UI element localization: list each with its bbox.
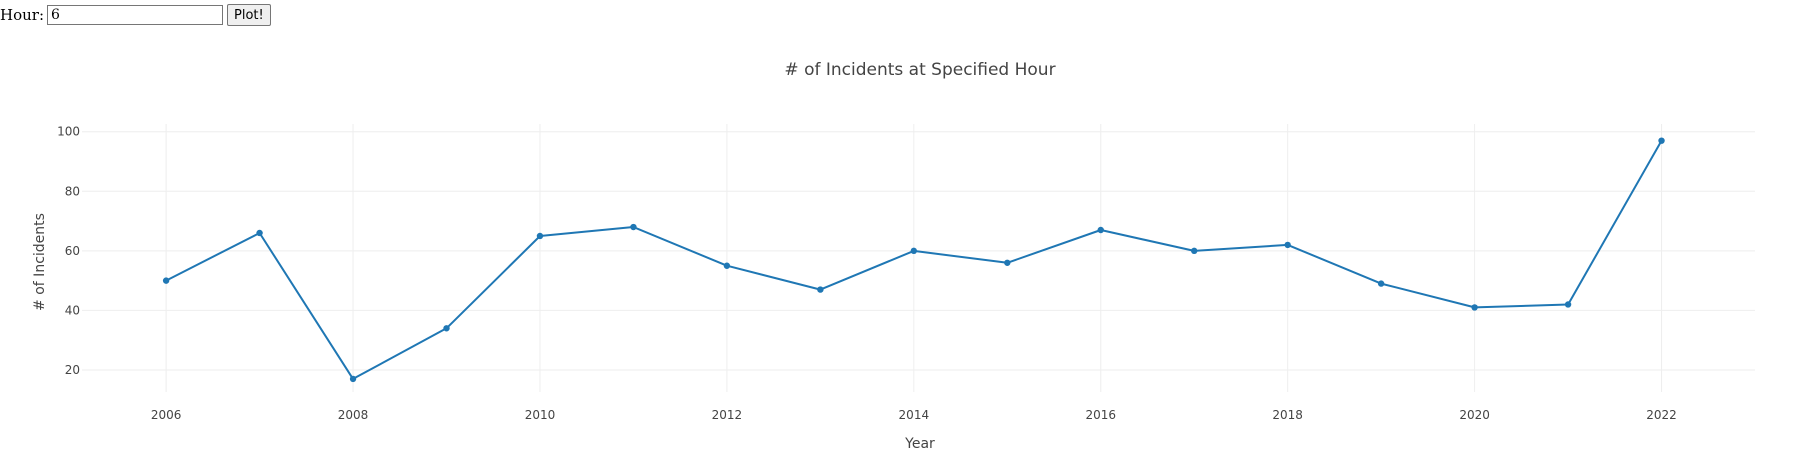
grid	[82, 124, 1755, 392]
y-tick-label: 40	[65, 303, 80, 317]
data-point[interactable]	[1471, 304, 1478, 311]
chart-title: # of Incidents at Specified Hour	[784, 60, 1055, 80]
data-point[interactable]	[1284, 241, 1291, 249]
hour-controls: Hour: Plot!	[0, 4, 271, 26]
x-axis-title: Year	[904, 436, 935, 452]
data-point[interactable]	[162, 277, 170, 284]
x-tick-label: 2006	[151, 408, 182, 422]
series-layer	[162, 137, 1665, 383]
data-point[interactable]	[723, 262, 731, 269]
plot-button[interactable]: Plot!	[227, 4, 271, 26]
x-tick-label: 2022	[1646, 408, 1677, 422]
x-tick-label: 2010	[525, 408, 556, 422]
x-tick-label: 2012	[712, 408, 743, 422]
data-point[interactable]	[1658, 137, 1665, 144]
x-tick-label: 2008	[338, 408, 369, 422]
y-tick-label: 20	[65, 363, 80, 377]
data-point[interactable]	[630, 223, 637, 231]
data-point[interactable]	[910, 247, 918, 255]
data-point[interactable]	[1097, 226, 1104, 234]
data-point[interactable]	[536, 232, 544, 240]
x-tick-label: 2014	[899, 408, 930, 422]
data-point[interactable]	[443, 325, 450, 332]
data-point[interactable]	[1191, 247, 1198, 255]
data-point[interactable]	[1004, 259, 1011, 266]
hour-label: Hour:	[0, 6, 44, 24]
y-tick-label: 60	[65, 244, 80, 258]
y-tick-label: 100	[57, 125, 80, 139]
x-tick-label: 2020	[1459, 408, 1490, 422]
data-point[interactable]	[1377, 280, 1385, 287]
data-point[interactable]	[349, 375, 357, 383]
y-tick-label: 80	[65, 184, 80, 198]
data-point[interactable]	[817, 286, 824, 293]
x-axis-ticks: 2006 2008 2010 2012 2014 2016 2018 2020 2022	[151, 408, 1677, 422]
data-point[interactable]	[256, 229, 263, 237]
hour-input[interactable]	[47, 5, 223, 25]
x-tick-label: 2018	[1272, 408, 1303, 422]
y-axis-ticks: 20 40 60 80 100	[57, 125, 80, 377]
data-point[interactable]	[1564, 301, 1572, 308]
y-axis-title: # of Incidents	[32, 213, 48, 311]
x-tick-label: 2016	[1085, 408, 1116, 422]
